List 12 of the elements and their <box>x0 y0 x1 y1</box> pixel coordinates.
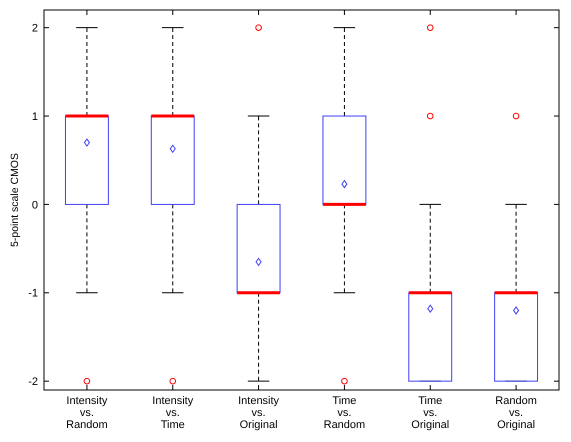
x-tick-label: Intensity vs. Time <box>152 395 194 431</box>
x-tick-label: Random vs. Original <box>495 395 537 431</box>
x-tick-label: Intensity vs. Random <box>66 395 108 431</box>
y-axis-title: 5-point scale CMOS <box>9 153 21 247</box>
x-tick-label: Intensity vs. Original <box>238 395 280 431</box>
x-tick-label: Time vs. Random <box>324 395 366 431</box>
y-tick-label: -1 <box>28 288 38 300</box>
x-tick-label: Time vs. Original <box>411 395 450 431</box>
y-tick-label: -2 <box>28 376 38 388</box>
y-tick-label: 2 <box>32 22 38 35</box>
y-tick-label: 1 <box>32 110 38 123</box>
y-tick-label: 0 <box>32 199 38 212</box>
